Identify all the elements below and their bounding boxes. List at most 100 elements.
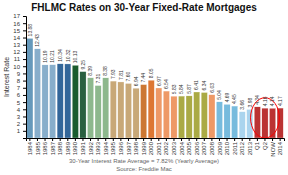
x-tick-mark [151,138,152,141]
x-tick-mark [264,138,265,141]
x-tick: 1990 [72,138,78,155]
y-tick-label: 12 [13,49,20,55]
x-tick: 2013 [247,138,253,155]
data-label: 6.54 [163,79,169,89]
y-tick: 12 [13,49,26,55]
x-tick-mark [143,138,144,141]
y-tick-label: 10 [13,64,20,70]
x-tick-mark [242,138,243,141]
data-label: 7.93 [110,69,116,79]
data-label: 6.41 [193,80,199,90]
chart: 1984198519861987198819891990199119921993… [0,0,288,175]
bar [87,78,93,138]
x-tick: 1991 [80,138,86,155]
bar [232,106,238,138]
bar [194,92,200,138]
y-axis: 1234567891011121314151617 [13,13,26,138]
x-tick-mark [67,138,68,141]
x-tick: 1985 [35,138,41,155]
x-tick-mark [196,138,197,141]
data-label: 6.94 [133,76,139,86]
data-label: 7.31 [95,74,101,84]
data-label: 8.39 [87,66,93,76]
title: FHLMC Rates on 30-Year Fixed-Rate Mortga… [31,2,257,13]
y-tick-label: 17 [13,13,20,19]
x-tick-label: 2012 [239,141,245,155]
y-tick-mark [23,59,26,60]
x-tick-label: 1992 [88,141,94,155]
data-label: 10.21 [49,50,55,63]
x-tick: 1989 [65,138,71,155]
data-label: 13.88 [27,24,33,37]
bar [141,85,147,138]
x-tick-mark [105,138,106,141]
x-tick-mark [166,138,167,141]
data-label: 8.38 [102,66,108,76]
x-tick: 1997 [126,138,132,155]
bar [186,96,192,138]
y-tick: 6 [17,92,26,98]
x-tick-label: 1996 [118,141,124,155]
data-label: 10.19 [42,50,48,63]
y-tick-mark [23,109,26,110]
bar [277,108,283,138]
y-tick-label: 13 [13,42,20,48]
y-tick-label: 7 [17,85,21,91]
x-tick-mark [90,138,91,141]
y-tick-mark [23,23,26,24]
x-tick-label: 2011 [232,141,238,155]
source: Source: Freddie Mac [116,166,172,172]
x-tick-mark [60,138,61,141]
y-tick-mark [23,116,26,117]
y-tick-mark [23,131,26,132]
bar [110,81,116,138]
x-tick: 1999 [141,138,147,155]
bar [118,82,124,138]
y-tick-mark [23,16,26,17]
x-tick-label: 1985 [35,141,41,155]
x-tick-mark [280,138,281,141]
x-tick-label: 1995 [110,141,116,155]
bar [171,96,177,138]
y-tick: 5 [17,100,26,106]
x-tick: 1988 [57,138,63,155]
bar [80,72,86,138]
y-tick-mark [23,73,26,74]
x-tick-mark [219,138,220,141]
x-tick-label: 1986 [42,141,48,155]
x-tick-mark [181,138,182,141]
data-label: 4.14 [269,96,275,106]
x-axis: 1984198519861987198819891990199119921993… [27,138,285,157]
y-tick: 7 [17,85,26,91]
x-tick: 2009 [217,138,223,155]
data-label: 10.13 [72,51,78,64]
y-tick-label: 9 [17,71,21,77]
x-tick-label: 1999 [141,141,147,155]
x-tick: 1987 [50,138,56,155]
x-tick-mark [227,138,228,141]
y-tick-label: 8 [17,78,21,84]
bar [50,65,56,138]
x-tick-label: 1989 [65,141,71,155]
y-tick-label: 15 [13,28,20,34]
x-tick: Q2 [262,138,268,150]
bar [57,64,63,138]
bars [27,38,283,138]
x-tick: 2000 [148,138,154,155]
data-label: 3.98 [247,97,253,107]
x-tick-mark [52,138,53,141]
x-tick: 1992 [88,138,94,155]
x-tick-label: 2006 [194,141,200,155]
x-tick: 2001 [156,138,162,155]
x-tick-label: 2007 [201,141,207,155]
x-tick-mark [82,138,83,141]
y-tick: 10 [13,64,26,70]
x-tick-label: 2001 [156,141,162,155]
y-tick: 2 [17,121,26,127]
bar [247,109,253,138]
x-tick: 2011 [232,138,238,155]
y-tick: 9 [17,71,26,77]
bar [224,104,230,138]
x-tick-mark [37,138,38,141]
y-tick: 3 [17,114,26,120]
